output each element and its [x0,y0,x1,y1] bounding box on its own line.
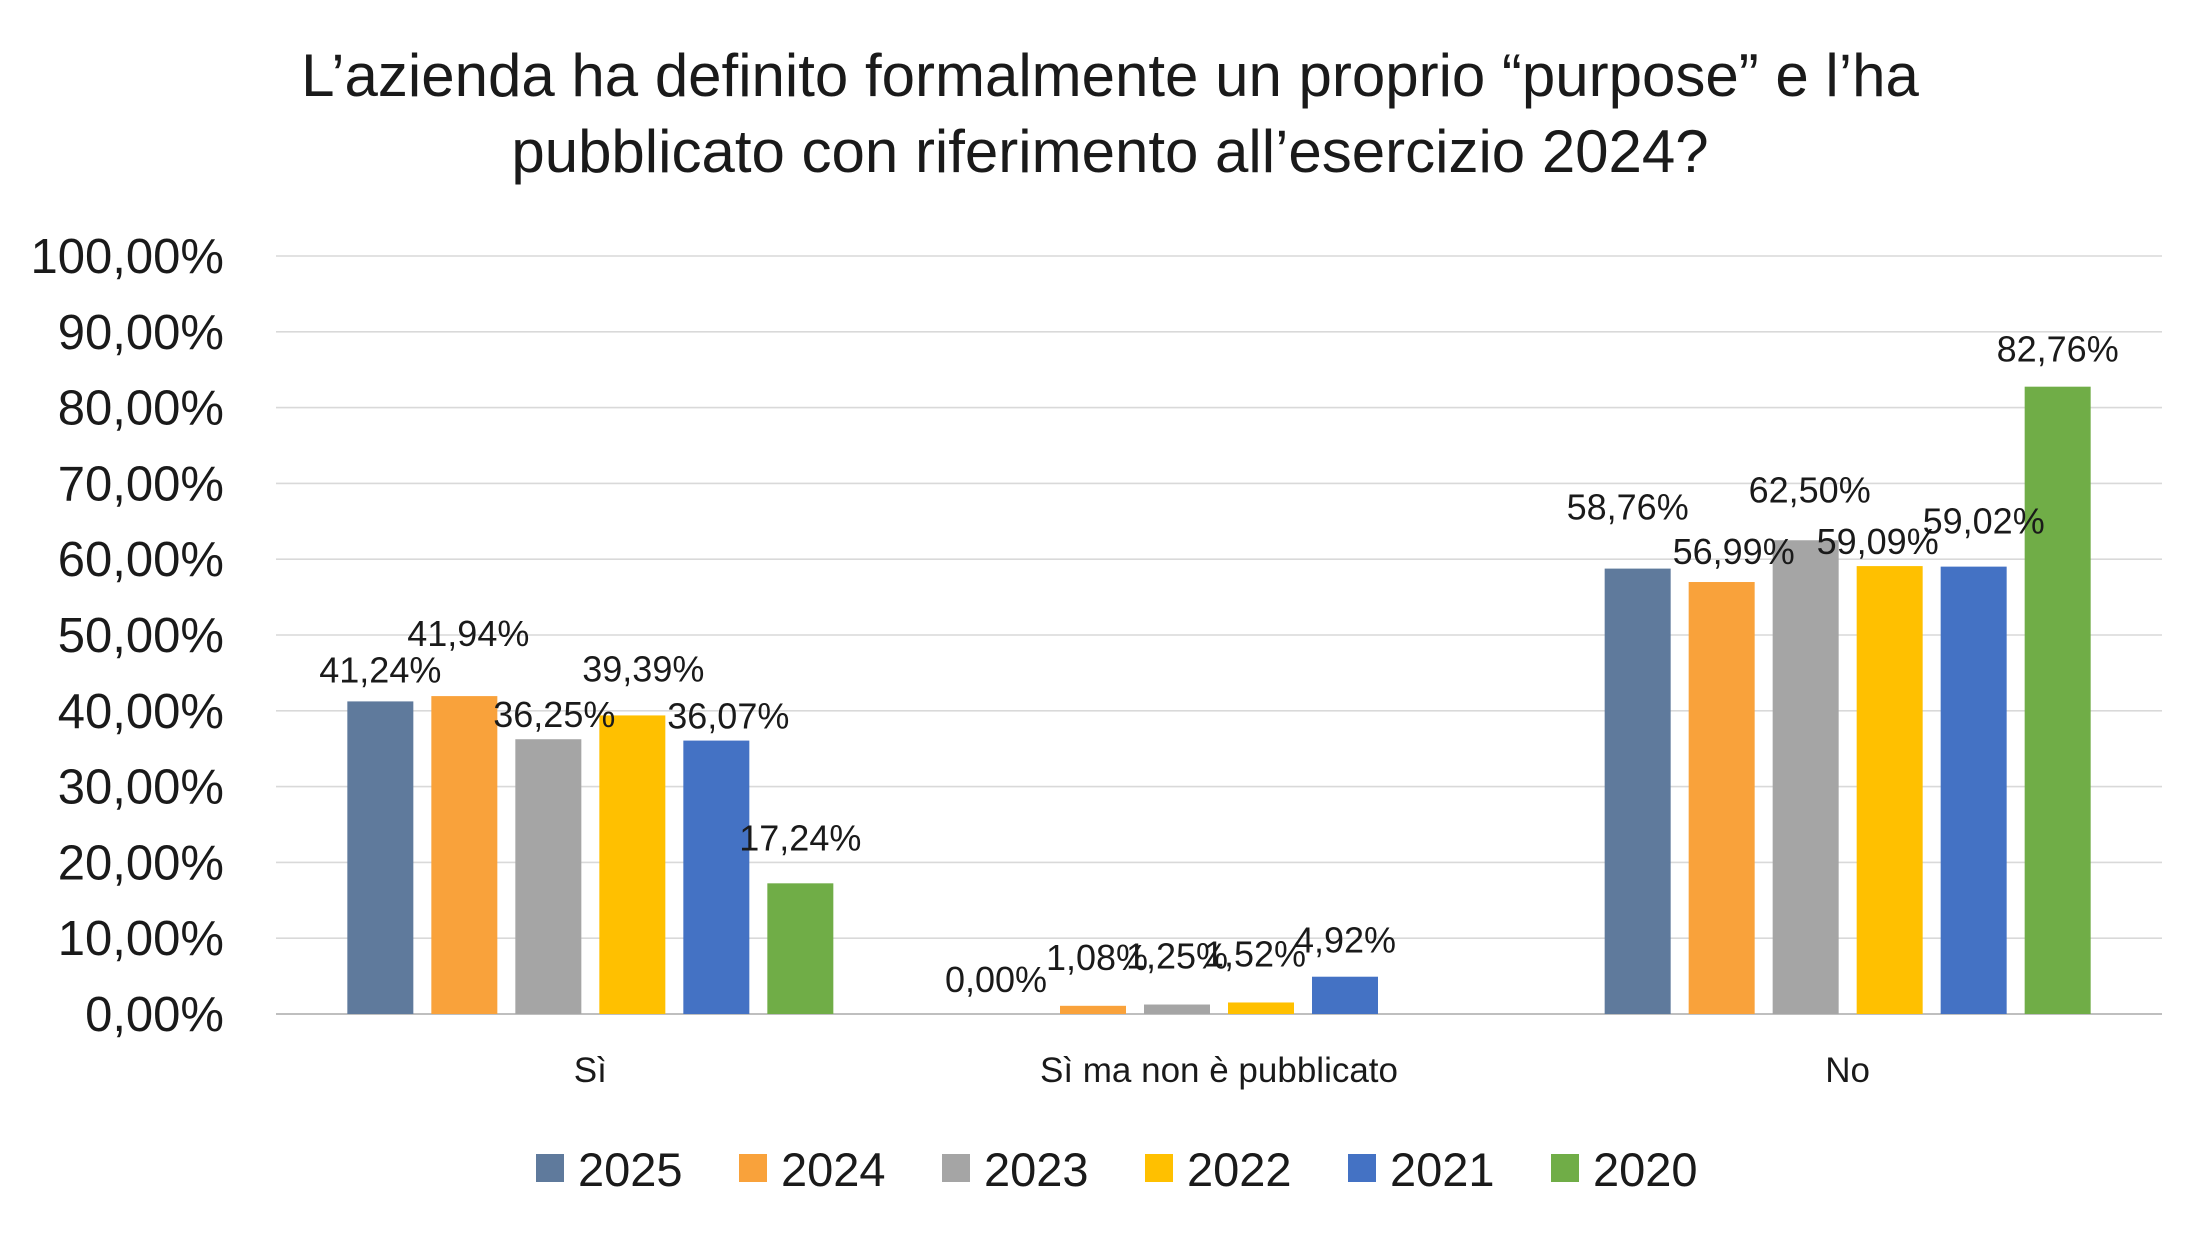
x-category-label: Sì ma non è pubblicato [1040,1051,1398,1090]
bar-2021-1 [1312,976,1378,1014]
bar-2020-0 [767,883,834,1014]
bar-2022-2 [1856,566,1923,1014]
chart-title-line: pubblicato con riferimento all’esercizio… [511,118,1708,185]
data-label-2021-0: 36,07% [667,696,789,737]
data-label-2020-2: 82,76% [1997,329,2119,370]
y-axis-tick-labels: 0,00% 10,00% 20,00% 30,00% 40,00% 50,00% 60,00… [31,230,224,1042]
y-tick-label: 40,00% [58,685,224,739]
bar-2024-0 [431,696,498,1014]
legend-swatch-2021 [1348,1154,1376,1182]
legend-entry-2025: 2025 [578,1143,683,1196]
gridlines [276,255,2162,1015]
data-label-2025-0: 41,24% [319,649,441,690]
x-axis-category-labels: Sì Sì ma non è pubblicato No [574,1051,1870,1090]
y-tick-label: 80,00% [58,382,224,436]
bar-2022-0 [599,715,666,1014]
bars [347,386,2091,1014]
chart-title: L’azienda ha definito formalmente un pro… [301,42,1919,185]
bar-2025-0 [347,701,414,1014]
legend-swatch-2020 [1551,1154,1579,1182]
data-label-2024-2: 56,99% [1673,531,1795,572]
bar-2022-1 [1228,1002,1294,1014]
data-label-2024-0: 41,94% [407,613,529,654]
y-tick-label: 70,00% [58,457,224,511]
data-label-2022-0: 39,39% [582,648,704,689]
y-tick-label: 0,00% [85,988,224,1042]
data-label-2025-2: 58,76% [1567,487,1689,528]
y-tick-label: 10,00% [58,912,224,966]
data-label-2023-0: 36,25% [493,694,615,735]
legend: 2025 2024 2023 2022 2021 2020 [536,1143,1698,1196]
x-category-label: No [1825,1051,1870,1090]
legend-swatch-2023 [942,1154,970,1182]
data-label-2023-1: 1,25% [1126,936,1228,977]
y-tick-label: 90,00% [58,306,224,360]
data-label-2021-2: 59,02% [1923,501,2045,542]
legend-entry-2024: 2024 [781,1143,886,1196]
legend-swatch-2024 [739,1154,767,1182]
legend-swatch-2025 [536,1154,564,1182]
chart-title-line: L’azienda ha definito formalmente un pro… [301,42,1919,109]
data-label-2023-2: 62,50% [1749,469,1871,510]
legend-entry-2021: 2021 [1390,1143,1495,1196]
bar-2024-2 [1688,582,1755,1014]
legend-swatch-2022 [1145,1154,1173,1182]
y-tick-label: 60,00% [58,533,224,587]
bar-2025-2 [1604,568,1671,1014]
y-tick-label: 30,00% [58,761,224,815]
y-tick-label: 50,00% [58,609,224,663]
bar-2020-2 [2024,386,2091,1014]
data-labels: 41,24%41,94% 36,25% 39,39% 36,07% 17,24% 0,00… [319,329,2118,1000]
y-tick-label: 20,00% [58,836,224,890]
legend-entry-2023: 2023 [984,1143,1089,1196]
bar-2021-2 [1940,566,2007,1014]
bar-2021-0 [683,740,750,1014]
data-label-2025-1: 0,00% [945,959,1047,1000]
data-label-2022-2: 59,09% [1817,521,1939,562]
legend-entry-2020: 2020 [1593,1143,1698,1196]
data-label-2020-0: 17,24% [739,817,861,858]
bar-2024-1 [1060,1005,1126,1014]
data-label-2022-1: 1,52% [1204,933,1306,974]
bar-2023-2 [1772,540,1839,1014]
x-category-label: Sì [574,1051,607,1090]
data-label-2024-1: 1,08% [1046,937,1148,978]
data-label-2021-1: 4,92% [1294,920,1396,961]
y-tick-label: 100,00% [31,230,224,284]
bar-2023-0 [515,739,582,1014]
legend-entry-2022: 2022 [1187,1143,1292,1196]
bar-2023-1 [1144,1004,1210,1014]
